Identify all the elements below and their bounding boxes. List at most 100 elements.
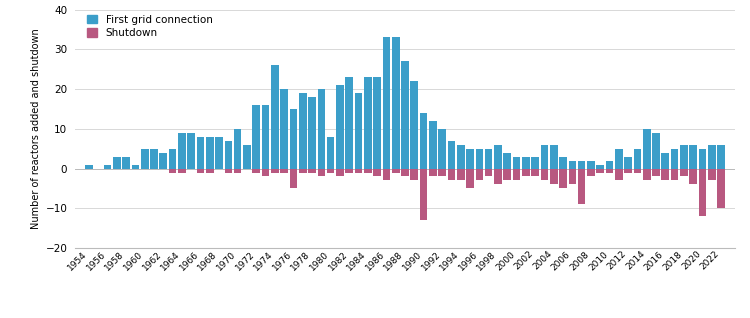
- Bar: [615, 149, 622, 169]
- Bar: [336, 85, 344, 169]
- Bar: [541, 145, 548, 169]
- Bar: [606, 161, 613, 169]
- Bar: [299, 93, 307, 169]
- Bar: [699, 169, 706, 216]
- Bar: [531, 169, 539, 176]
- Bar: [401, 61, 409, 169]
- Bar: [346, 169, 353, 172]
- Bar: [429, 169, 436, 176]
- Bar: [141, 149, 148, 169]
- Bar: [615, 169, 622, 181]
- Bar: [150, 149, 158, 169]
- Bar: [596, 165, 604, 169]
- Bar: [484, 149, 493, 169]
- Bar: [717, 169, 724, 208]
- Bar: [308, 97, 316, 169]
- Bar: [522, 169, 530, 176]
- Bar: [346, 77, 353, 169]
- Bar: [290, 109, 297, 169]
- Bar: [662, 169, 669, 181]
- Bar: [262, 169, 269, 176]
- Bar: [513, 157, 520, 169]
- Bar: [466, 149, 474, 169]
- Bar: [466, 169, 474, 188]
- Bar: [484, 169, 493, 176]
- Bar: [243, 145, 250, 169]
- Bar: [560, 169, 567, 188]
- Bar: [643, 169, 650, 181]
- Bar: [587, 161, 595, 169]
- Bar: [420, 169, 428, 220]
- Bar: [317, 169, 326, 176]
- Bar: [86, 165, 93, 169]
- Bar: [234, 169, 242, 172]
- Bar: [670, 169, 679, 181]
- Bar: [327, 169, 334, 172]
- Bar: [662, 153, 669, 169]
- Bar: [401, 169, 409, 176]
- Bar: [652, 169, 660, 176]
- Bar: [290, 169, 297, 188]
- Bar: [271, 169, 279, 172]
- Bar: [568, 169, 576, 184]
- Bar: [503, 153, 511, 169]
- Bar: [234, 129, 242, 169]
- Bar: [429, 121, 436, 169]
- Bar: [541, 169, 548, 181]
- Bar: [253, 169, 260, 172]
- Bar: [327, 137, 334, 169]
- Bar: [188, 133, 195, 169]
- Bar: [717, 145, 724, 169]
- Bar: [364, 169, 372, 172]
- Bar: [355, 169, 362, 172]
- Bar: [215, 137, 223, 169]
- Bar: [420, 113, 428, 169]
- Bar: [578, 169, 586, 204]
- Bar: [550, 169, 557, 184]
- Bar: [643, 129, 650, 169]
- Bar: [299, 169, 307, 172]
- Bar: [476, 169, 483, 181]
- Bar: [596, 169, 604, 172]
- Bar: [382, 169, 390, 181]
- Bar: [652, 133, 660, 169]
- Bar: [634, 169, 641, 172]
- Bar: [224, 169, 232, 172]
- Bar: [178, 169, 186, 172]
- Bar: [624, 157, 632, 169]
- Bar: [364, 77, 372, 169]
- Bar: [374, 169, 381, 176]
- Bar: [494, 145, 502, 169]
- Bar: [169, 169, 176, 172]
- Bar: [271, 65, 279, 169]
- Bar: [113, 157, 121, 169]
- Bar: [560, 157, 567, 169]
- Bar: [122, 157, 130, 169]
- Bar: [680, 145, 688, 169]
- Bar: [550, 145, 557, 169]
- Bar: [224, 141, 232, 169]
- Bar: [448, 169, 455, 181]
- Bar: [206, 137, 214, 169]
- Bar: [355, 93, 362, 169]
- Y-axis label: Number of reactors added and shutdown: Number of reactors added and shutdown: [32, 28, 41, 229]
- Bar: [196, 169, 204, 172]
- Bar: [410, 81, 418, 169]
- Bar: [131, 165, 140, 169]
- Bar: [392, 37, 400, 169]
- Bar: [410, 169, 418, 181]
- Bar: [317, 89, 326, 169]
- Bar: [457, 169, 464, 181]
- Bar: [578, 161, 586, 169]
- Bar: [438, 169, 446, 176]
- Bar: [336, 169, 344, 176]
- Bar: [708, 169, 716, 181]
- Bar: [104, 165, 111, 169]
- Bar: [708, 145, 716, 169]
- Bar: [606, 169, 613, 172]
- Bar: [206, 169, 214, 172]
- Bar: [280, 169, 288, 172]
- Bar: [670, 149, 679, 169]
- Bar: [476, 149, 483, 169]
- Bar: [392, 169, 400, 172]
